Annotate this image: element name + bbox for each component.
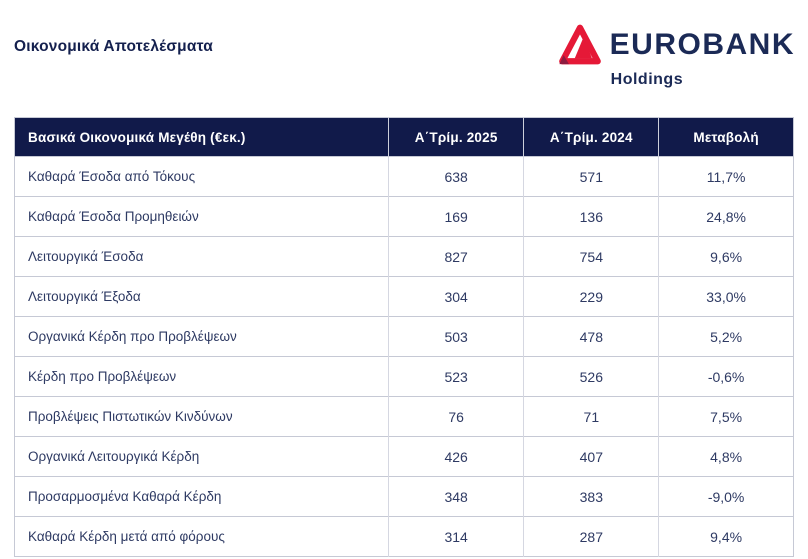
value-q1-2025: 169 (388, 196, 525, 237)
value-q1-2024: 71 (523, 396, 660, 437)
value-q1-2025: 426 (388, 436, 525, 477)
column-header-metric: Βασικά Οικονομικά Μεγέθη (€εκ.) (14, 117, 389, 157)
table-row: Καθαρά Έσοδα Προμηθειών 169 136 24,8% (14, 196, 794, 237)
value-q1-2025: 503 (388, 316, 525, 357)
value-q1-2024: 287 (523, 516, 660, 557)
value-q1-2024: 229 (523, 276, 660, 317)
value-q1-2025: 638 (388, 156, 525, 197)
value-change: 4,8% (658, 436, 794, 477)
row-label: Καθαρά Κέρδη μετά από φόρους (14, 516, 389, 557)
value-change: 33,0% (658, 276, 794, 317)
value-change: 24,8% (658, 196, 794, 237)
eurobank-logo: EUROBANK Holdings (557, 22, 795, 89)
value-q1-2025: 76 (388, 396, 525, 437)
table-header-row: Βασικά Οικονομικά Μεγέθη (€εκ.) Α΄Τρίμ. … (14, 117, 794, 157)
value-q1-2025: 523 (388, 356, 525, 397)
logo-sub-text: Holdings (610, 71, 684, 88)
row-label: Προσαρμοσμένα Καθαρά Κέρδη (14, 476, 389, 517)
value-change: 9,6% (658, 236, 794, 277)
value-q1-2024: 526 (523, 356, 660, 397)
value-change: -9,0% (658, 476, 794, 517)
column-header-q1-2025: Α΄Τρίμ. 2025 (388, 117, 525, 157)
page-title: Οικονομικά Αποτελέσματα (14, 38, 214, 55)
value-q1-2025: 314 (388, 516, 525, 557)
value-q1-2025: 348 (388, 476, 525, 517)
table-row: Οργανικά Κέρδη προ Προβλέψεων 503 478 5,… (14, 316, 794, 357)
row-label: Καθαρά Έσοδα Προμηθειών (14, 196, 389, 237)
value-change: 5,2% (658, 316, 794, 357)
value-q1-2024: 478 (523, 316, 660, 357)
row-label: Οργανικά Λειτουργικά Κέρδη (14, 436, 389, 477)
table-row: Προβλέψεις Πιστωτικών Κινδύνων 76 71 7,5… (14, 396, 794, 437)
value-q1-2024: 383 (523, 476, 660, 517)
table-row: Λειτουργικά Έξοδα 304 229 33,0% (14, 276, 794, 317)
table-row: Κέρδη προ Προβλέψεων 523 526 -0,6% (14, 356, 794, 397)
value-q1-2025: 827 (388, 236, 525, 277)
value-q1-2024: 407 (523, 436, 660, 477)
value-q1-2024: 754 (523, 236, 660, 277)
table-row: Οργανικά Λειτουργικά Κέρδη 426 407 4,8% (14, 436, 794, 477)
row-label: Οργανικά Κέρδη προ Προβλέψεων (14, 316, 389, 357)
table-row: Προσαρμοσμένα Καθαρά Κέρδη 348 383 -9,0% (14, 476, 794, 517)
row-label: Κέρδη προ Προβλέψεων (14, 356, 389, 397)
value-q1-2025: 304 (388, 276, 525, 317)
row-label: Λειτουργικά Έσοδα (14, 236, 389, 277)
table-row: Καθαρά Έσοδα από Τόκους 638 571 11,7% (14, 156, 794, 197)
row-label: Καθαρά Έσοδα από Τόκους (14, 156, 389, 197)
logo-brand-text: EUROBANK (609, 28, 795, 61)
financial-results-table: Βασικά Οικονομικά Μεγέθη (€εκ.) Α΄Τρίμ. … (14, 117, 794, 557)
column-header-change: Μεταβολή (658, 117, 794, 157)
value-change: 11,7% (658, 156, 794, 197)
row-label: Προβλέψεις Πιστωτικών Κινδύνων (14, 396, 389, 437)
value-change: -0,6% (658, 356, 794, 397)
value-q1-2024: 136 (523, 196, 660, 237)
row-label: Λειτουργικά Έξοδα (14, 276, 389, 317)
column-header-q1-2024: Α΄Τρίμ. 2024 (523, 117, 660, 157)
table-row: Καθαρά Κέρδη μετά από φόρους 314 287 9,4… (14, 516, 794, 557)
value-q1-2024: 571 (523, 156, 660, 197)
table-row: Λειτουργικά Έσοδα 827 754 9,6% (14, 236, 794, 277)
value-change: 7,5% (658, 396, 794, 437)
value-change: 9,4% (658, 516, 794, 557)
eurobank-triangle-icon (557, 22, 603, 68)
